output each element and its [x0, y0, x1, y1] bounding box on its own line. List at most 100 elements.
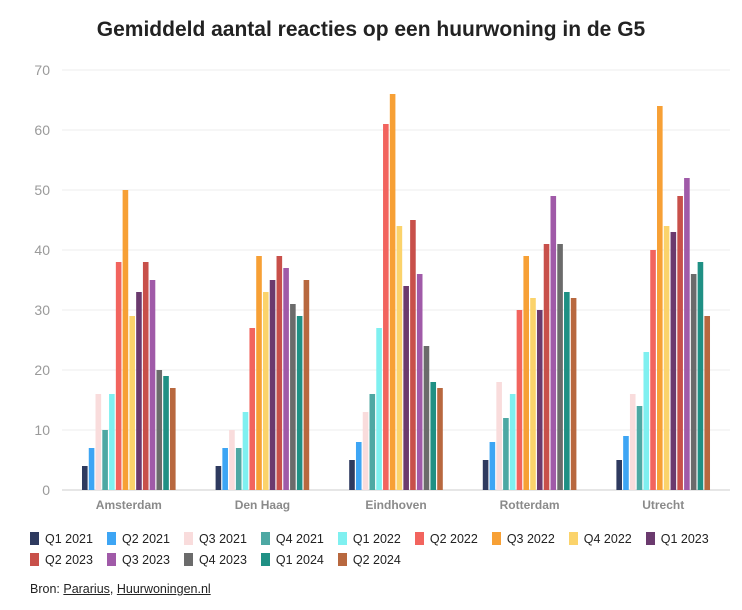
bar-q1-2023-utrecht — [670, 232, 677, 490]
bar-q1-2021-den-haag — [215, 466, 222, 490]
legend-item: Q2 2022 — [414, 530, 478, 547]
legend-item: Q3 2022 — [491, 530, 555, 547]
bar-q4-2023-eindhoven — [423, 346, 430, 490]
legend-item: Q1 2023 — [645, 530, 709, 547]
bar-q3-2023-amsterdam — [149, 280, 156, 490]
y-tick-label: 70 — [34, 62, 50, 78]
source-prefix: Bron: — [30, 582, 64, 596]
bar-q2-2021-amsterdam — [88, 448, 95, 490]
bar-q3-2022-den-haag — [256, 256, 262, 490]
bar-q3-2021-amsterdam — [95, 394, 102, 490]
legend-swatch — [491, 532, 501, 545]
legend-item: Q2 2021 — [106, 530, 170, 547]
bar-q2-2022-amsterdam — [115, 262, 122, 490]
y-tick-label: 60 — [34, 122, 50, 138]
legend-item: Q4 2021 — [260, 530, 324, 547]
bar-q4-2022-eindhoven — [396, 226, 403, 490]
y-tick-label: 0 — [42, 482, 50, 498]
bar-q3-2021-rotterdam — [496, 382, 502, 490]
bar-q4-2023-rotterdam — [557, 244, 563, 490]
bar-q1-2023-den-haag — [269, 280, 276, 490]
bar-q1-2024-rotterdam — [564, 292, 570, 490]
legend-label: Q2 2024 — [352, 552, 401, 567]
x-tick-label: Amsterdam — [96, 498, 162, 512]
legend-swatch — [106, 553, 116, 566]
bar-q2-2023-utrecht — [677, 196, 683, 490]
legend-swatch — [337, 532, 347, 545]
bar-q2-2021-den-haag — [222, 448, 228, 490]
chart-legend: Q1 2021 Q2 2021 Q3 2021 Q4 2021 Q1 2022 Q2 20… — [30, 530, 730, 568]
bar-q3-2022-eindhoven — [389, 94, 396, 490]
legend-label: Q1 2022 — [352, 531, 401, 546]
legend-label: Q2 2023 — [45, 552, 93, 567]
legend-label: Q1 2024 — [275, 552, 324, 567]
bar-q4-2021-utrecht — [636, 406, 643, 490]
y-tick-label: 50 — [34, 182, 50, 198]
bar-q1-2022-den-haag — [242, 412, 249, 490]
x-tick-label: Rotterdam — [500, 498, 560, 512]
legend-swatch — [414, 532, 424, 545]
bar-q4-2021-rotterdam — [503, 418, 509, 490]
y-tick-label: 30 — [34, 302, 50, 318]
y-tick-label: 10 — [34, 422, 50, 438]
bar-q2-2021-eindhoven — [355, 442, 362, 490]
source-link-huurwoningen[interactable]: Huurwoningen.nl — [116, 582, 211, 596]
bar-q3-2023-eindhoven — [416, 274, 423, 490]
bar-q4-2022-rotterdam — [530, 298, 536, 490]
bar-q1-2023-amsterdam — [136, 292, 142, 490]
bar-q2-2023-eindhoven — [410, 220, 416, 490]
bar-q2-2024-eindhoven — [437, 388, 443, 490]
bar-q2-2024-utrecht — [704, 316, 711, 490]
legend-swatch — [106, 532, 116, 545]
bar-q3-2022-rotterdam — [523, 256, 530, 490]
bar-q4-2022-den-haag — [262, 292, 269, 490]
bar-q1-2022-amsterdam — [109, 394, 115, 490]
bar-q2-2024-den-haag — [303, 280, 310, 490]
bar-q1-2023-rotterdam — [536, 310, 543, 490]
legend-item: Q1 2024 — [260, 551, 324, 568]
legend-swatch — [337, 553, 347, 566]
legend-item: Q4 2022 — [568, 530, 632, 547]
legend-label: Q3 2022 — [506, 531, 555, 546]
bar-q4-2021-eindhoven — [369, 394, 376, 490]
bar-q1-2024-eindhoven — [430, 382, 437, 490]
legend-item: Q2 2024 — [337, 551, 401, 568]
bar-q1-2022-utrecht — [643, 352, 650, 490]
bar-q4-2021-amsterdam — [102, 430, 108, 490]
legend-label: Q3 2021 — [198, 531, 247, 546]
bar-chart: 0 10 20 30 40 50 60 70 Amsterdam Den Haag Eindhove… — [34, 62, 730, 512]
legend-label: Q1 2021 — [45, 531, 93, 546]
legend-swatch — [183, 532, 193, 545]
bar-q1-2024-den-haag — [296, 316, 303, 490]
legend-label: Q1 2023 — [660, 531, 709, 546]
bar-q2-2022-eindhoven — [383, 124, 389, 490]
bar-q1-2021-utrecht — [616, 460, 622, 490]
bar-q3-2021-eindhoven — [362, 412, 369, 490]
legend-item: Q3 2021 — [183, 530, 247, 547]
bar-q2-2023-den-haag — [276, 256, 283, 490]
source-line: Bron: Pararius, Huurwoningen.nl — [30, 582, 211, 596]
x-tick-label: Eindhoven — [365, 498, 426, 512]
legend-swatch — [260, 532, 270, 545]
legend-item: Q1 2021 — [30, 530, 93, 547]
legend-item: Q3 2023 — [106, 551, 170, 568]
bar-q3-2021-den-haag — [229, 430, 235, 490]
y-tick-label: 20 — [34, 362, 50, 378]
source-link-pararius[interactable]: Pararius — [63, 582, 110, 596]
chart-title: Gemiddeld aantal reacties op een huurwon… — [96, 18, 646, 41]
legend-item: Q4 2023 — [183, 551, 247, 568]
bar-q4-2021-den-haag — [235, 448, 242, 490]
legend-label: Q4 2023 — [198, 552, 247, 567]
bar-q1-2024-utrecht — [697, 262, 704, 490]
legend-item: Q1 2022 — [337, 530, 401, 547]
bar-q4-2023-utrecht — [690, 274, 697, 490]
legend-swatch — [183, 553, 193, 566]
x-tick-label: Utrecht — [642, 498, 684, 512]
bar-q2-2021-rotterdam — [489, 442, 496, 490]
legend-swatch — [30, 532, 39, 545]
bar-q1-2022-rotterdam — [509, 394, 516, 490]
bar-q3-2022-amsterdam — [122, 190, 129, 490]
bar-q1-2021-amsterdam — [81, 466, 88, 490]
legend-swatch — [260, 553, 270, 566]
bar-q4-2023-amsterdam — [156, 370, 163, 490]
